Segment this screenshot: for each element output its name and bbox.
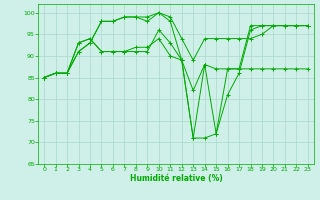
X-axis label: Humidité relative (%): Humidité relative (%) xyxy=(130,174,222,183)
